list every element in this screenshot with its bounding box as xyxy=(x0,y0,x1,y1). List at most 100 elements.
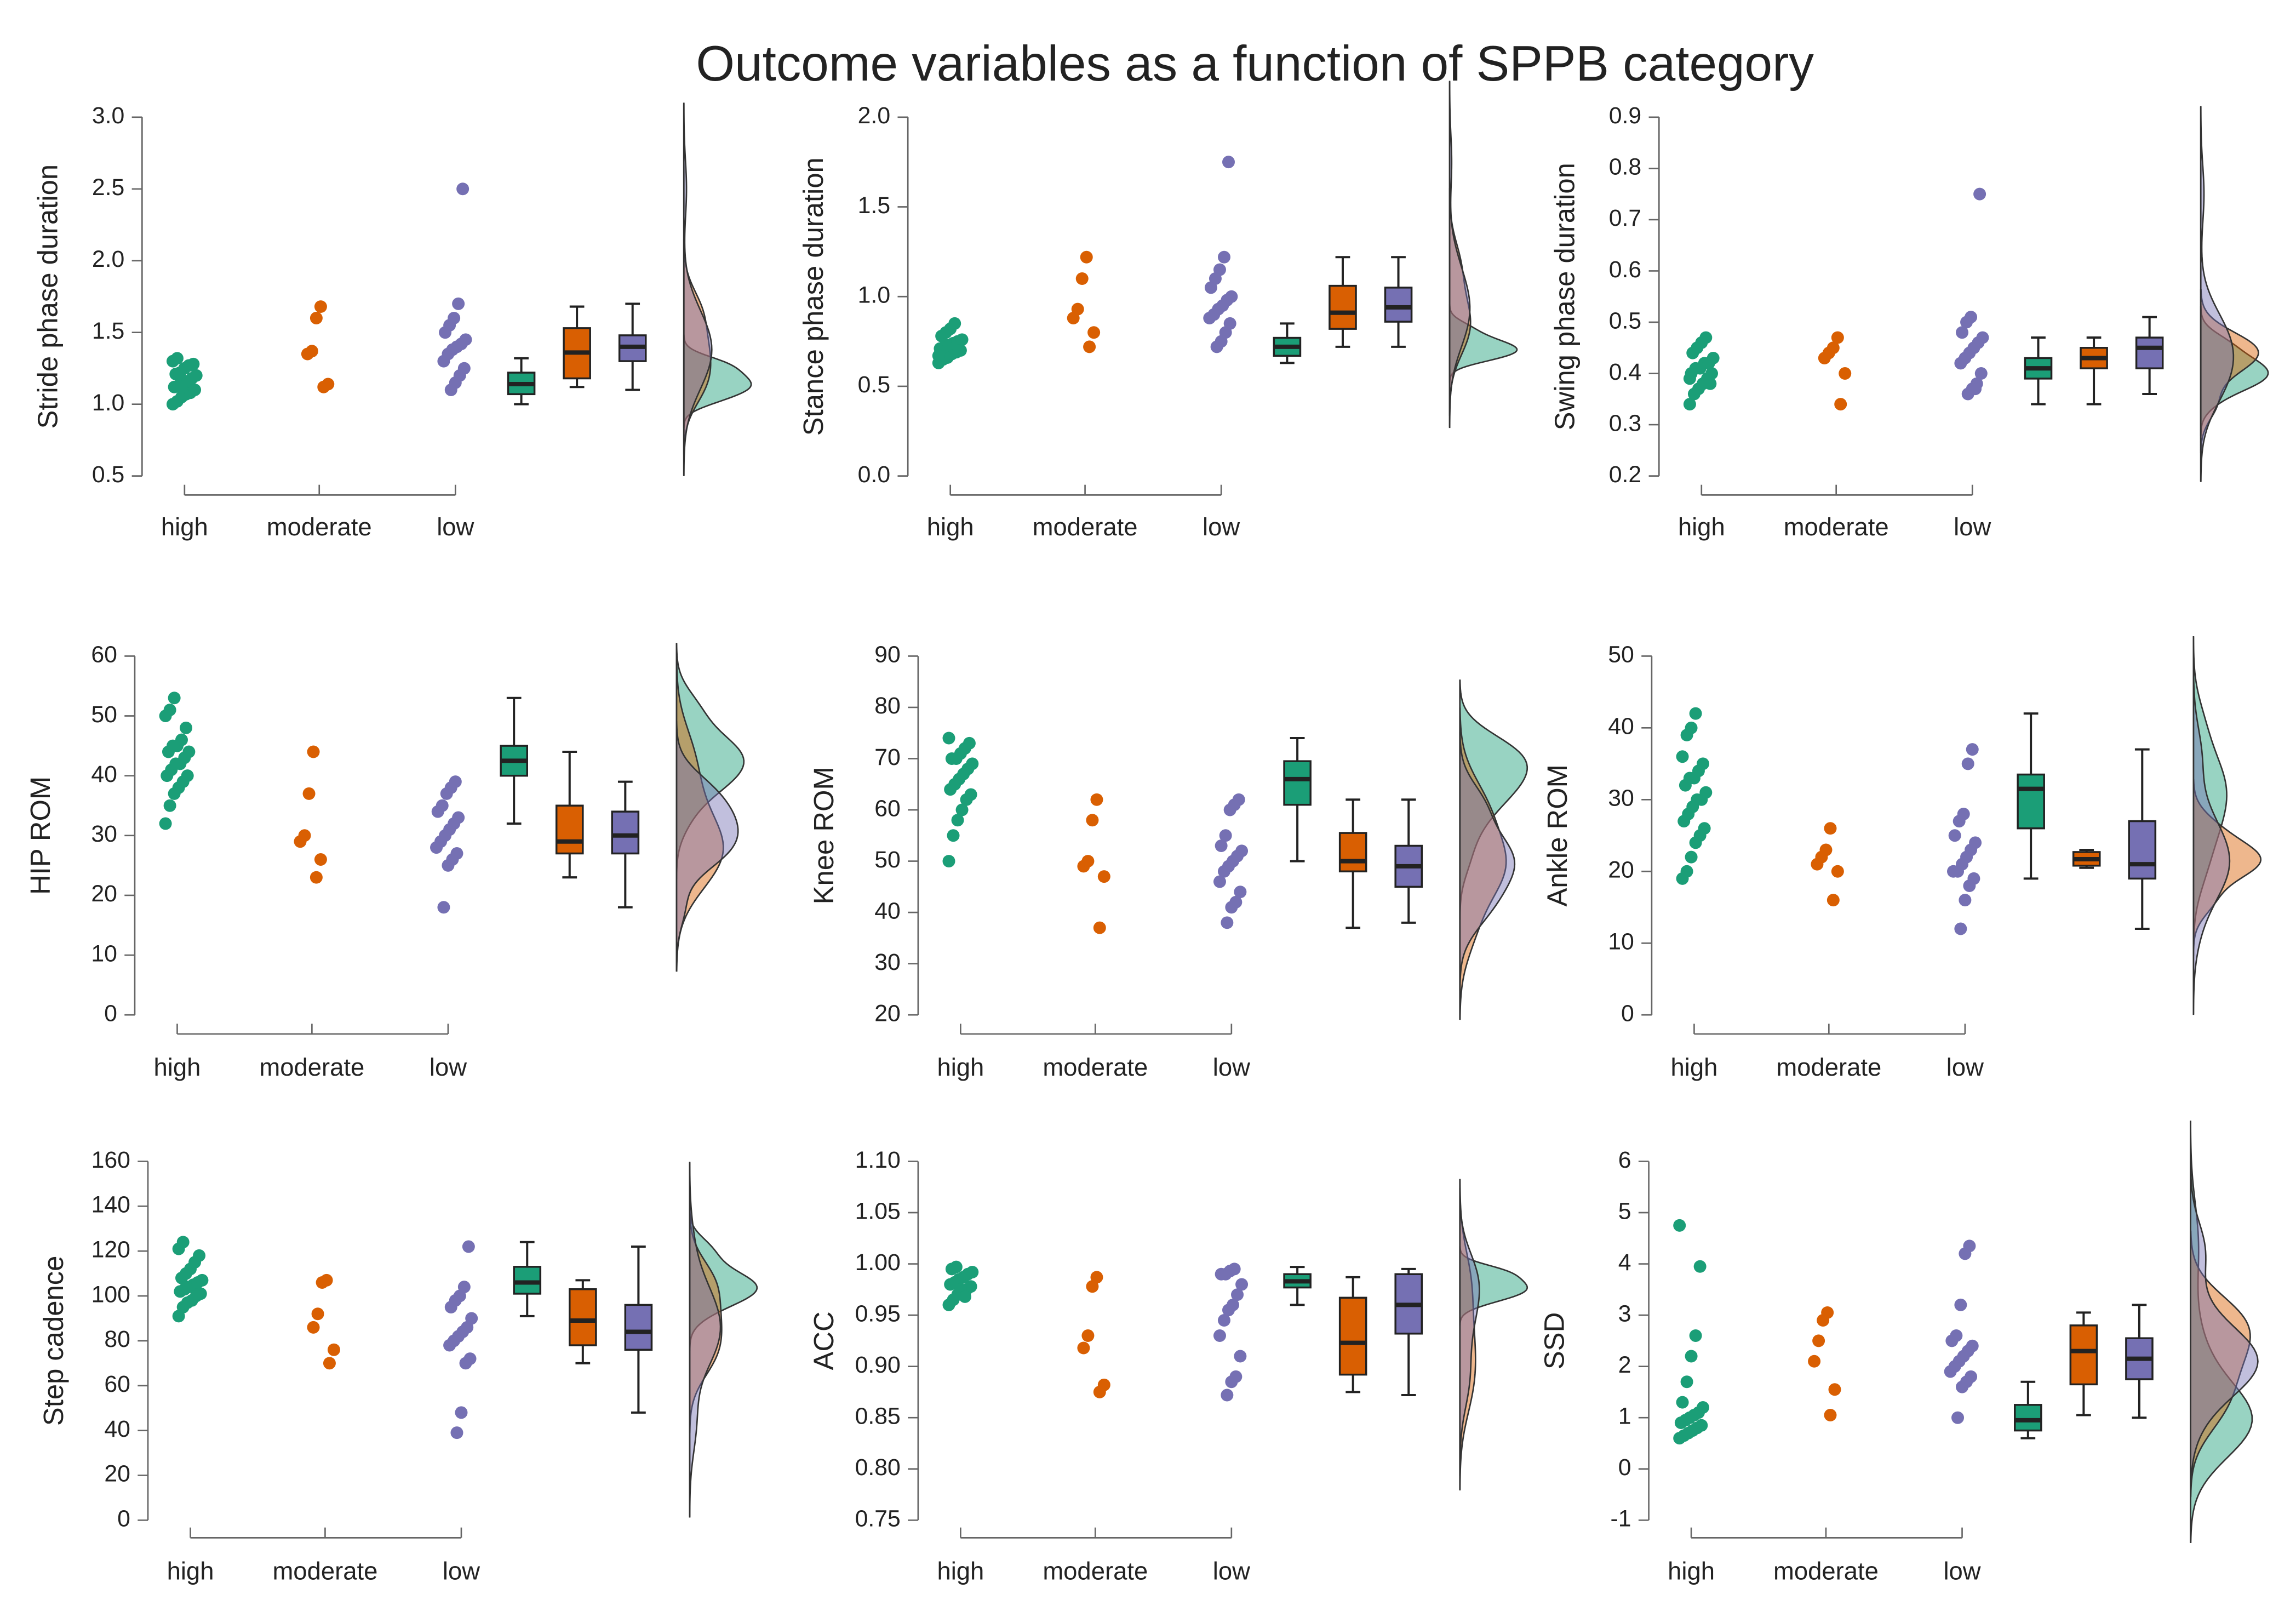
data-point xyxy=(310,312,323,325)
data-point xyxy=(1213,875,1226,888)
data-point xyxy=(1071,302,1084,316)
x-tick-label: high xyxy=(1670,1053,1717,1081)
data-point xyxy=(455,1406,468,1419)
box xyxy=(611,810,640,855)
data-point xyxy=(1223,317,1236,330)
data-point xyxy=(452,811,465,824)
density xyxy=(675,721,739,968)
y-tick-label: 100 xyxy=(91,1281,130,1307)
density xyxy=(2190,1161,2259,1503)
data-point xyxy=(1951,1411,1965,1424)
data-point xyxy=(449,775,462,789)
y-axis-label: Knee ROM xyxy=(808,767,839,904)
data-point xyxy=(1097,1378,1110,1391)
data-point xyxy=(1234,1350,1247,1363)
data-point xyxy=(323,1357,336,1370)
y-tick-label: 140 xyxy=(91,1192,130,1218)
density xyxy=(2190,1120,2253,1544)
data-point xyxy=(1974,367,1988,380)
x-tick-label: low xyxy=(1943,1557,1980,1585)
data-point xyxy=(964,1280,977,1293)
density xyxy=(1459,679,1528,920)
density xyxy=(689,1162,722,1518)
data-point xyxy=(1685,850,1698,864)
y-tick-label: 2 xyxy=(1618,1352,1631,1378)
x-tick-label: low xyxy=(430,1053,467,1081)
density xyxy=(2192,663,2231,1015)
density xyxy=(1459,732,1516,991)
data-point xyxy=(1950,1329,1963,1342)
data-point xyxy=(966,1266,979,1279)
data-point xyxy=(1083,340,1096,353)
data-point xyxy=(1215,839,1228,852)
x-tick-label: high xyxy=(1678,513,1725,541)
y-axis-label: HIP ROM xyxy=(25,776,56,895)
data-point xyxy=(1232,793,1245,806)
data-point xyxy=(1824,1409,1837,1422)
y-tick-label: 0.7 xyxy=(1609,205,1641,231)
data-point xyxy=(1707,351,1720,364)
x-tick-label: high xyxy=(927,513,974,541)
data-point xyxy=(450,847,463,860)
x-tick-label: high xyxy=(161,513,208,541)
data-point xyxy=(1827,341,1840,355)
data-point xyxy=(176,1236,190,1249)
data-point xyxy=(163,799,176,812)
y-axis-label: Step cadence xyxy=(38,1256,69,1426)
y-tick-label: 20 xyxy=(104,1461,130,1487)
x-tick-label: moderate xyxy=(272,1557,377,1585)
data-point xyxy=(963,736,976,750)
data-point xyxy=(1961,757,1974,770)
y-tick-label: 50 xyxy=(1608,642,1634,668)
x-tick-label: moderate xyxy=(1773,1557,1879,1585)
data-point xyxy=(1824,822,1837,835)
chart-title: Outcome variables as a function of SPPB … xyxy=(696,36,1814,92)
y-axis-label: Stride phase duration xyxy=(32,164,63,429)
y-tick-label: 10 xyxy=(91,940,117,967)
data-point xyxy=(175,733,188,746)
y-tick-label: 0.3 xyxy=(1609,410,1641,436)
data-point xyxy=(1819,843,1833,856)
box xyxy=(569,1288,597,1346)
y-axis-label: Stance phase duration xyxy=(798,157,829,436)
data-point xyxy=(1221,1389,1234,1402)
y-tick-label: 0.75 xyxy=(855,1506,901,1532)
density xyxy=(2200,106,2235,482)
data-point xyxy=(1676,750,1689,763)
y-tick-label: 90 xyxy=(874,642,901,668)
x-tick-label: high xyxy=(937,1053,984,1081)
data-point xyxy=(181,769,194,782)
data-point xyxy=(966,757,979,770)
data-point xyxy=(951,814,964,827)
data-point xyxy=(942,732,955,745)
data-point xyxy=(1097,870,1110,883)
data-point xyxy=(949,1260,963,1273)
data-point xyxy=(947,829,960,842)
data-point xyxy=(955,803,969,816)
data-point xyxy=(1680,865,1693,878)
y-tick-label: 1.00 xyxy=(855,1249,901,1276)
data-point xyxy=(1699,786,1713,799)
y-tick-label: 60 xyxy=(91,642,117,668)
data-point xyxy=(1963,1239,1976,1253)
data-point xyxy=(1948,829,1961,842)
y-tick-label: 0.0 xyxy=(858,461,890,488)
data-point xyxy=(311,1307,324,1321)
y-tick-label: 0.5 xyxy=(858,372,890,398)
box xyxy=(1384,287,1413,323)
data-point xyxy=(1698,822,1711,835)
density xyxy=(1448,304,1518,382)
data-point xyxy=(187,357,200,370)
y-tick-label: 0.8 xyxy=(1609,154,1641,180)
data-point xyxy=(1689,707,1702,720)
box xyxy=(2128,820,2157,880)
y-axis-label: Ankle ROM xyxy=(1542,764,1573,907)
data-point xyxy=(1689,1329,1702,1342)
y-tick-label: 0 xyxy=(1621,1000,1634,1026)
data-point xyxy=(1225,290,1238,303)
x-tick-label: low xyxy=(437,513,474,541)
data-point xyxy=(1976,331,1989,344)
box xyxy=(1338,832,1367,873)
data-point xyxy=(188,383,202,396)
y-tick-label: 60 xyxy=(104,1371,130,1397)
